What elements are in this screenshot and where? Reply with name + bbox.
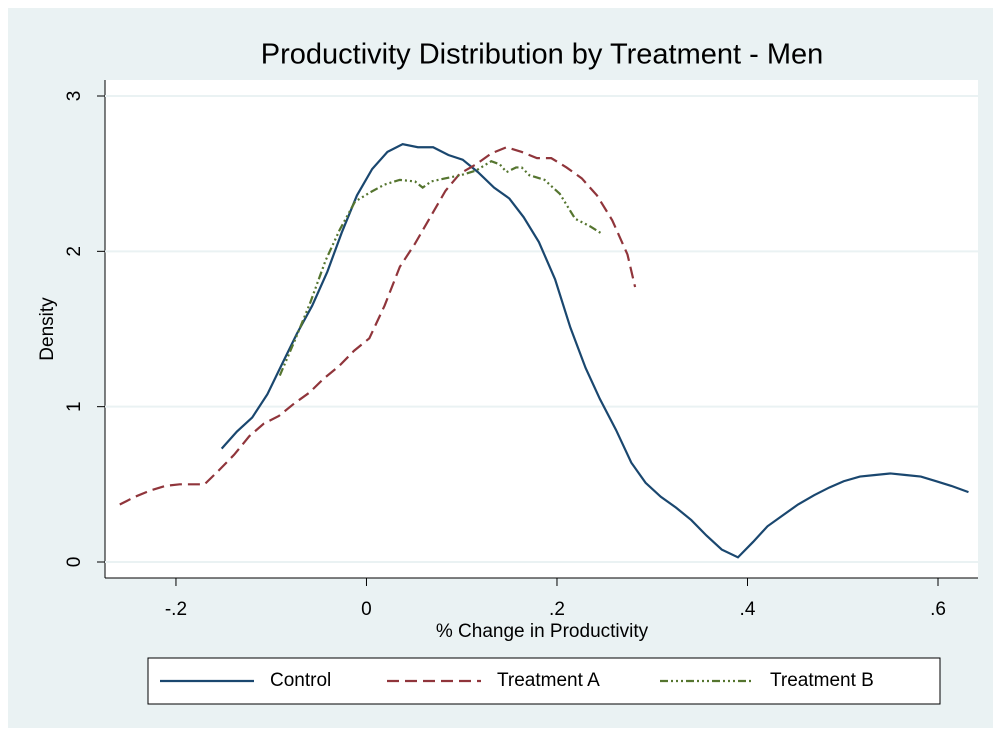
y-tick-label: 2 bbox=[64, 246, 85, 257]
legend-label: Control bbox=[270, 670, 331, 691]
y-tick-label: 0 bbox=[64, 557, 85, 568]
x-tick-label: .4 bbox=[740, 599, 756, 620]
x-tick-label: .6 bbox=[930, 599, 946, 620]
y-tick-label: 1 bbox=[64, 401, 85, 412]
legend-label: Treatment B bbox=[770, 670, 874, 691]
chart-title: Productivity Distribution by Treatment -… bbox=[261, 39, 823, 71]
x-tick-label: 0 bbox=[361, 599, 372, 620]
y-axis-label: Density bbox=[37, 297, 58, 361]
legend bbox=[147, 657, 941, 705]
legend-label: Treatment A bbox=[497, 670, 600, 691]
plot-area bbox=[105, 80, 978, 578]
x-tick-label: .2 bbox=[549, 599, 565, 620]
x-tick-label: -.2 bbox=[165, 599, 187, 620]
x-axis-label: % Change in Productivity bbox=[436, 621, 649, 642]
y-tick-label: 3 bbox=[64, 91, 85, 102]
series-line bbox=[220, 142, 969, 559]
series-line bbox=[278, 160, 604, 377]
series-line bbox=[119, 146, 637, 506]
